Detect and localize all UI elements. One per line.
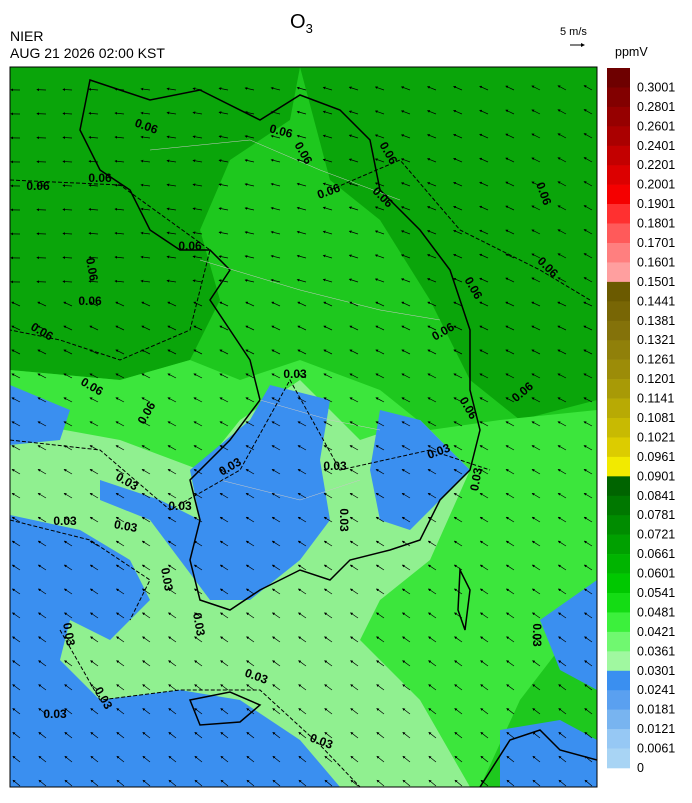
colorbar-label: 0.1021: [637, 430, 675, 444]
colorbar-cell: [607, 457, 630, 477]
colorbar-cell: [607, 262, 630, 282]
org: NIER: [10, 28, 43, 44]
colorbar-label: 0.0301: [637, 664, 675, 678]
colorbar-cell: [607, 476, 630, 496]
colorbar-cell: [607, 515, 630, 535]
colorbar: 0.3001 0.2801 0.2601 0.2401 0.2201 0.2001 0.19…: [607, 68, 675, 775]
colorbar-cell: [607, 710, 630, 730]
colorbar-cell: [607, 574, 630, 594]
vector-key: 5 m/s: [560, 26, 587, 38]
colorbar-label: 0.0481: [637, 605, 675, 619]
colorbar-label: 0.0781: [637, 508, 675, 522]
colorbar-cell: [607, 224, 630, 244]
colorbar-label: 0.0541: [637, 586, 675, 600]
colorbar-label: 0.0961: [637, 450, 675, 464]
contour-label: 0.03: [323, 459, 347, 473]
colorbar-cell: [607, 496, 630, 516]
colorbar-label: 0.2401: [637, 139, 675, 153]
colorbar-cell: [607, 146, 630, 166]
colorbar-cell: [607, 282, 630, 302]
title-subscript: 3: [306, 21, 313, 36]
contour-label: 0.03: [530, 623, 544, 647]
colorbar-cell: [607, 204, 630, 224]
colorbar-label: 0.2801: [637, 100, 675, 114]
colorbar-label: 0.0841: [637, 489, 675, 503]
timestamp: AUG 21 2026 02:00 KST: [10, 45, 165, 61]
contour-label: 0.03: [53, 514, 77, 528]
colorbar-label: 0.1601: [637, 255, 675, 269]
colorbar-label: 0.0181: [637, 703, 675, 717]
colorbar-label: 0: [637, 761, 644, 775]
colorbar-label: 0.2201: [637, 158, 675, 172]
contour-label: 0.03: [283, 367, 307, 381]
colorbar-label: 0.1261: [637, 353, 675, 367]
colorbar-label: 0.2601: [637, 119, 675, 133]
colorbar-label: 0.0721: [637, 528, 675, 542]
colorbar-cell: [607, 360, 630, 380]
colorbar-label: 0.1081: [637, 411, 675, 425]
colorbar-cell: [607, 379, 630, 399]
colorbar-label: 0.1441: [637, 294, 675, 308]
colorbar-cell: [607, 243, 630, 263]
contour-label: 0.03: [43, 707, 67, 721]
colorbar-cell: [607, 690, 630, 710]
colorbar-cell: [607, 107, 630, 127]
colorbar-cell: [607, 399, 630, 419]
colorbar-cell: [607, 301, 630, 321]
colorbar-cell: [607, 126, 630, 146]
colorbar-cell: [607, 749, 630, 769]
colorbar-cell: [607, 437, 630, 457]
colorbar-label: 0.1801: [637, 217, 675, 231]
colorbar-label: 0.0901: [637, 469, 675, 483]
contour-label: 0.06: [78, 294, 102, 308]
colorbar-label: 0.0661: [637, 547, 675, 561]
colorbar-cell: [607, 321, 630, 341]
colorbar-cell: [607, 729, 630, 749]
colorbar-cell: [607, 87, 630, 107]
colorbar-unit: ppmV: [615, 45, 648, 59]
colorbar-label: 0.1321: [637, 333, 675, 347]
colorbar-cell: [607, 340, 630, 360]
colorbar-cell: [607, 593, 630, 613]
colorbar-label: 0.0241: [637, 683, 675, 697]
colorbar-cell: [607, 651, 630, 671]
colorbar-label: 0.1201: [637, 372, 675, 386]
colorbar-cell: [607, 418, 630, 438]
colorbar-cell: [607, 671, 630, 691]
colorbar-label: 0.0601: [637, 567, 675, 581]
colorbar-cell: [607, 612, 630, 632]
colorbar-cell: [607, 554, 630, 574]
colorbar-cell: [607, 185, 630, 205]
contour-label: 0.03: [337, 508, 351, 532]
colorbar-label: 0.1381: [637, 314, 675, 328]
contour-label: 0.03: [168, 499, 192, 513]
colorbar-cell: [607, 68, 630, 88]
colorbar-label: 0.0121: [637, 722, 675, 736]
title-text: O: [290, 11, 306, 33]
contour-label: 0.06: [178, 239, 202, 253]
colorbar-label: 0.1701: [637, 236, 675, 250]
contour-label: 0.06: [88, 171, 112, 185]
colorbar-label: 0.1901: [637, 197, 675, 211]
title: O3: [290, 11, 313, 36]
colorbar-label: 0.0421: [637, 625, 675, 639]
colorbar-label: 0.0361: [637, 644, 675, 658]
colorbar-label: 0.1141: [637, 392, 674, 406]
colorbar-label: 0.0061: [637, 742, 675, 756]
colorbar-label: 0.2001: [637, 178, 675, 192]
colorbar-cell: [607, 535, 630, 555]
colorbar-cell: [607, 165, 630, 185]
contour-label: 0.06: [26, 179, 50, 193]
colorbar-cell: [607, 632, 630, 652]
colorbar-label: 0.1501: [637, 275, 675, 289]
colorbar-label: 0.3001: [637, 80, 675, 94]
